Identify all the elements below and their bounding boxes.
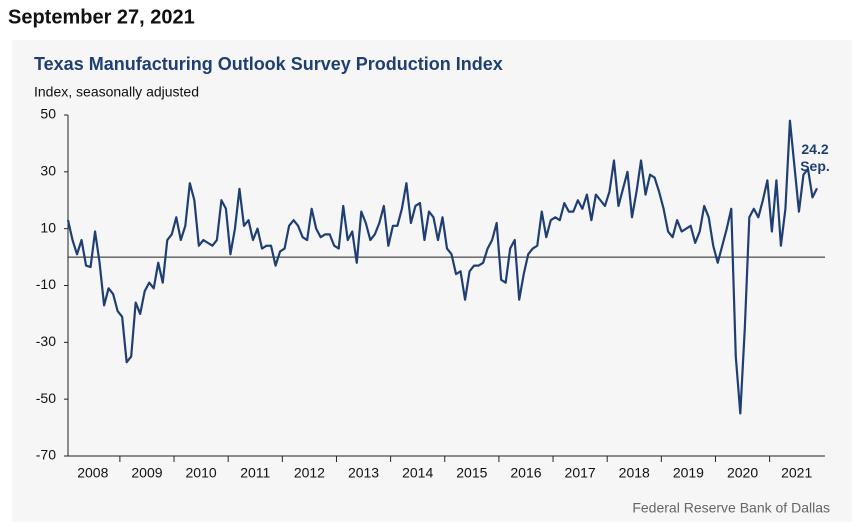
x-tick-label: 2010: [186, 465, 217, 481]
value-label: 24.2: [801, 141, 828, 157]
chart-background: [12, 40, 852, 522]
x-tick-label: 2014: [402, 465, 433, 481]
y-tick-label: -30: [36, 333, 56, 349]
y-tick-label: 30: [40, 163, 56, 179]
x-tick-label: 2011: [240, 465, 270, 481]
annotation: Sep.: [800, 158, 830, 174]
subtitle: Index, seasonally adjusted: [34, 84, 199, 100]
y-tick-label: -50: [36, 390, 56, 406]
x-tick-label: 2018: [619, 465, 650, 481]
line-series: [66, 119, 818, 415]
x-tick-label: 2015: [456, 465, 487, 481]
y-tick-label: 10: [40, 219, 56, 235]
y-tick-label: -70: [36, 447, 56, 463]
x-tick-label: 2017: [565, 465, 596, 481]
x-tick-label: 2012: [294, 465, 325, 481]
x-tick-label: 2020: [727, 465, 758, 481]
x-tick-label: 2009: [131, 465, 162, 481]
y-tick-label: -10: [36, 276, 56, 292]
x-tick-label: 2008: [77, 465, 108, 481]
chart-title: Texas Manufacturing Outlook Survey Produ…: [34, 54, 503, 74]
source: Federal Reserve Bank of Dallas: [632, 500, 830, 516]
x-tick-label: 2019: [673, 465, 704, 481]
x-tick-label: 2016: [510, 465, 541, 481]
y-tick-label: 50: [40, 106, 56, 122]
x-tick-label: 2021: [781, 465, 812, 481]
x-tick-label: 2013: [348, 465, 379, 481]
date: September 27, 2021: [8, 6, 195, 28]
